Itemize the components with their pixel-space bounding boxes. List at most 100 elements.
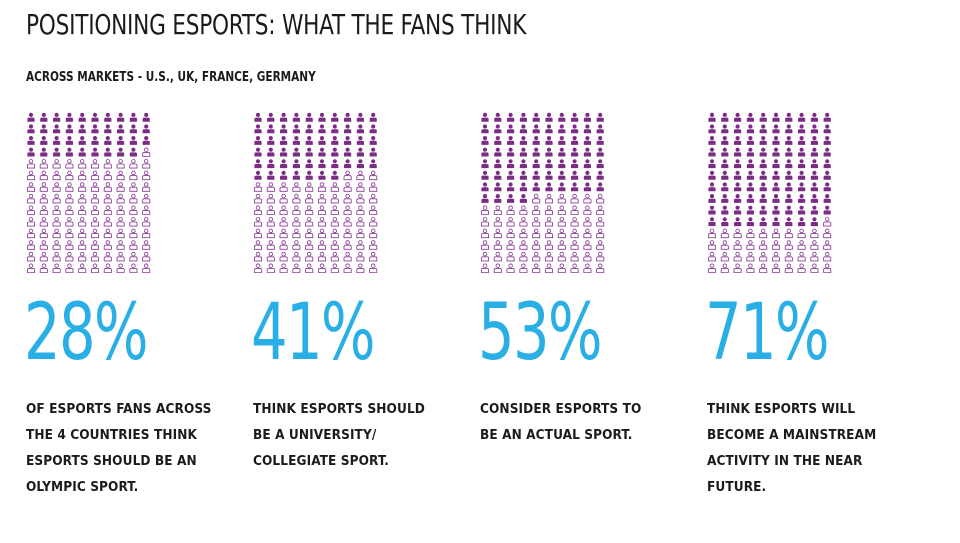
person-icon-empty: [330, 217, 339, 227]
person-icon-empty: [519, 251, 528, 262]
description-line: BE AN ACTUAL SPORT.: [480, 427, 633, 443]
person-icon-filled: [142, 112, 150, 122]
person-icon-filled: [583, 170, 591, 180]
person-icon-empty: [596, 240, 605, 250]
person-icon-empty: [707, 228, 717, 239]
person-icon-filled: [583, 136, 591, 145]
person-icon-empty: [506, 251, 515, 262]
person-icon-filled: [267, 124, 275, 134]
person-icon-empty: [557, 217, 566, 227]
person-icon-filled: [104, 112, 112, 122]
person-icon-filled: [292, 124, 300, 134]
person-icon-filled: [810, 205, 818, 215]
person-icon-filled: [746, 217, 754, 227]
person-icon-filled: [519, 182, 527, 192]
person-icon-empty: [493, 251, 502, 262]
person-icon-filled: [558, 182, 566, 192]
person-icon-filled: [759, 147, 767, 157]
person-icon-filled: [40, 124, 48, 134]
person-icon-empty: [557, 251, 566, 262]
person-icon-empty: [39, 263, 48, 273]
person-icon-filled: [507, 194, 515, 203]
person-icon-filled: [823, 194, 831, 203]
person-icon-empty: [253, 205, 263, 215]
person-icon-empty: [583, 263, 592, 273]
person-icon-empty: [116, 182, 125, 192]
person-icon-filled: [65, 147, 73, 157]
description: CONSIDER ESPORTS TO BE AN ACTUAL SPORT.: [480, 396, 680, 448]
person-icon-empty: [26, 263, 36, 273]
person-icon-empty: [266, 205, 275, 215]
person-icon-empty: [129, 217, 138, 227]
person-icon-filled: [772, 136, 780, 145]
person-icon-empty: [52, 182, 61, 192]
person-icon-filled: [532, 170, 540, 180]
person-icon-empty: [65, 205, 74, 215]
person-icon-empty: [356, 251, 365, 262]
person-icon-filled: [78, 124, 86, 134]
person-icon-filled: [759, 182, 767, 192]
person-icon-empty: [253, 182, 263, 192]
person-icon-empty: [544, 205, 554, 215]
person-icon-filled: [772, 182, 780, 192]
person-icon-filled: [785, 194, 793, 203]
person-icon-filled: [494, 159, 502, 169]
person-icon-empty: [733, 251, 742, 262]
person-icon-filled: [53, 147, 61, 157]
person-icon-filled: [494, 147, 502, 157]
person-icon-filled: [519, 147, 527, 157]
person-icon-filled: [545, 124, 553, 134]
person-icon-empty: [583, 205, 592, 215]
person-icon-empty: [823, 228, 832, 239]
person-icon-empty: [129, 182, 138, 192]
person-icon-filled: [519, 136, 527, 145]
person-icon-empty: [129, 170, 138, 181]
person-icon-empty: [480, 251, 490, 262]
person-icon-empty: [253, 228, 263, 239]
person-icon-empty: [784, 263, 793, 273]
person-icon-filled: [494, 136, 502, 145]
person-icon-filled: [583, 182, 591, 192]
person-icon-empty: [52, 205, 61, 215]
stat-panel-university: 41% THINK ESPORTS SHOULD BE A UNIVERSITY…: [251, 110, 463, 510]
person-icon-empty: [343, 217, 352, 227]
person-icon-empty: [369, 263, 378, 273]
person-icon-empty: [759, 240, 768, 250]
person-icon-filled: [91, 124, 99, 134]
person-icon-empty: [544, 240, 554, 250]
person-icon-empty: [305, 205, 314, 215]
person-icon-filled: [280, 147, 288, 157]
person-icon-empty: [733, 263, 742, 273]
person-icon-empty: [292, 240, 301, 250]
person-icon-filled: [356, 112, 364, 122]
person-icon-empty: [253, 263, 263, 273]
person-icon-empty: [78, 170, 87, 181]
person-icon-filled: [129, 136, 137, 145]
person-icon-filled: [305, 136, 313, 145]
person-icon-empty: [279, 228, 288, 239]
person-icon-filled: [810, 124, 818, 134]
person-icon-filled: [344, 112, 352, 122]
person-icon-empty: [103, 170, 112, 181]
description-line: OLYMPIC SPORT.: [26, 479, 139, 495]
person-icon-filled: [721, 124, 729, 134]
person-icon-empty: [116, 240, 125, 250]
person-icon-empty: [506, 263, 515, 273]
person-icon-empty: [746, 263, 755, 273]
person-icon-filled: [558, 136, 566, 145]
person-icon-empty: [103, 205, 112, 215]
person-icon-empty: [356, 217, 365, 227]
person-icon-filled: [254, 112, 262, 122]
person-icon-filled: [810, 159, 818, 169]
person-icon-filled: [785, 147, 793, 157]
person-icon-empty: [369, 193, 378, 204]
person-icon-filled: [254, 159, 262, 169]
person-icon-filled: [318, 170, 326, 180]
person-icon-filled: [494, 124, 502, 134]
person-icon-empty: [103, 263, 112, 273]
person-icon-filled: [798, 217, 806, 227]
person-icon-empty: [583, 193, 592, 204]
person-icon-filled: [292, 170, 300, 180]
person-icon-empty: [52, 228, 61, 239]
person-icon-empty: [532, 251, 541, 262]
